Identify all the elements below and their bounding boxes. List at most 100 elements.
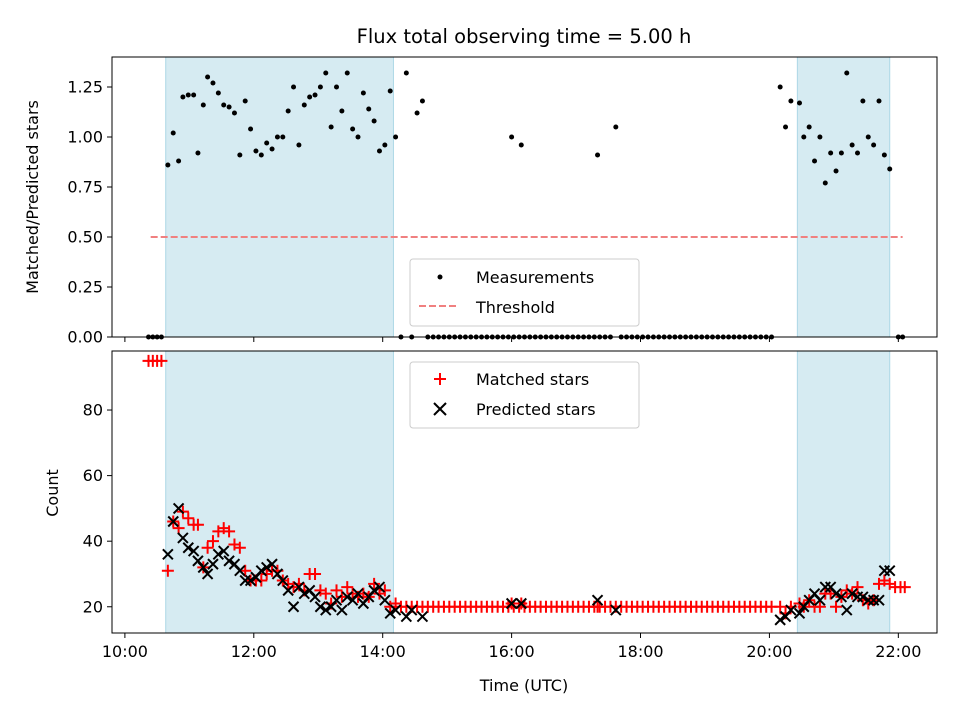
measurement-point [248,126,254,132]
measurement-point [797,100,802,106]
matched-star-point [201,541,214,554]
measurement-point [382,142,388,148]
predicted-star-point [814,594,826,606]
measurement-point [844,70,850,76]
predicted-star-point [197,561,210,574]
measurement-point [788,98,794,104]
measurement-point [185,92,191,98]
top-panel: 0.00 0.25 0.50 0.75 1.00 1.25 Matched/Predict… [23,56,938,347]
measurement-point [280,134,286,140]
measurement-point [865,134,871,140]
matched-star-point [309,567,322,580]
measurement-point [210,80,216,86]
chart-title: Flux total observing time = 5.00 h [357,25,692,48]
matched-star-point [330,584,343,597]
predicted-star-point [793,607,806,620]
x-tick-label: 16:00 [489,642,535,661]
predicted-star-point [266,558,278,570]
predicted-star-point [287,601,300,613]
measurement-point [242,98,248,104]
legend-threshold-label: Threshold [475,298,555,317]
shaded-interval [796,350,891,634]
measurement-point [180,94,186,100]
x-tick-label: 20:00 [746,642,792,661]
predicted-star-point [379,594,391,606]
predicted-star-point [212,548,225,561]
shaded-interval [165,350,394,634]
top-shaded-intervals [165,56,891,338]
predicted-star-point [244,574,257,587]
matched-star-point [191,518,204,531]
measurement-point [355,134,361,140]
measurement-point [221,102,227,108]
predicted-star-point [774,614,786,626]
predicted-star-point [177,532,189,544]
x-tick-label: 10:00 [102,642,148,661]
measurement-point [205,74,211,80]
top-y-axis-ticks: 0.00 0.25 0.50 0.75 1.00 1.25 [67,78,112,347]
measurement-point [817,134,823,140]
predicted-star-point [857,591,869,603]
measurement-point [777,84,783,90]
top-legend-box [409,258,640,327]
predicted-star-point [282,584,294,597]
measurement-point [855,150,861,156]
measurement-point [822,180,828,186]
predicted-star-point [218,545,230,557]
measurement-point [876,98,882,104]
matched-star-point [255,574,268,587]
predicted-star-point [389,604,402,616]
predicted-star-point [167,515,179,528]
predicted-star-point [309,591,321,603]
predicted-star-point [320,604,332,616]
legend-predicted-label: Predicted stars [476,400,596,419]
measurement-point [833,168,839,174]
measurement-point [350,126,356,132]
shaded-interval [796,56,891,338]
predicted-star-point [846,587,858,600]
measurement-point [828,150,834,156]
predicted-star-point [405,604,418,616]
predicted-star-point [785,604,797,616]
predicted-star-point [277,574,289,587]
matched-star-point [206,535,219,548]
measurement-point [170,130,176,136]
measurement-point [269,146,275,152]
matched-star-point [851,581,864,594]
matched-star-point [161,564,174,577]
measurement-point [366,106,372,112]
predicted-star-point [873,594,885,606]
bottom-legend-box [409,361,640,429]
matched-star-point [898,581,911,594]
predicted-star-point [591,594,604,606]
matched-star-point [813,600,826,613]
measurement-point [376,148,382,154]
legend-matched-marker [434,373,446,385]
measurement-point [328,124,334,130]
x-tick-label: 12:00 [231,642,277,661]
legend-measurements-label: Measurements [476,268,594,287]
predicted-star-point [384,607,396,620]
measurement-point [371,118,377,124]
measurement-point [518,142,524,148]
matched-star-point [830,600,843,613]
x-tick-label: 14:00 [360,642,406,661]
measurement-point [215,90,221,96]
predicted-star-point [373,581,386,593]
matched-star-point [341,581,354,594]
measurement-point [860,98,866,104]
measurement-point [509,134,515,140]
matched-star-point [155,354,168,367]
measurement-point [881,152,887,158]
measurement-point [871,142,877,148]
matched-star-point [774,600,787,613]
measurement-point [887,166,893,172]
bottom-y-tick-label: 40 [83,532,103,551]
measurement-point [849,142,855,148]
predicted-star-point [841,604,853,616]
measurement-point [195,150,201,156]
measurement-point [291,84,297,90]
measurement-point [301,102,307,108]
predicted-star-point [330,594,343,606]
predicted-star-point [835,591,848,603]
